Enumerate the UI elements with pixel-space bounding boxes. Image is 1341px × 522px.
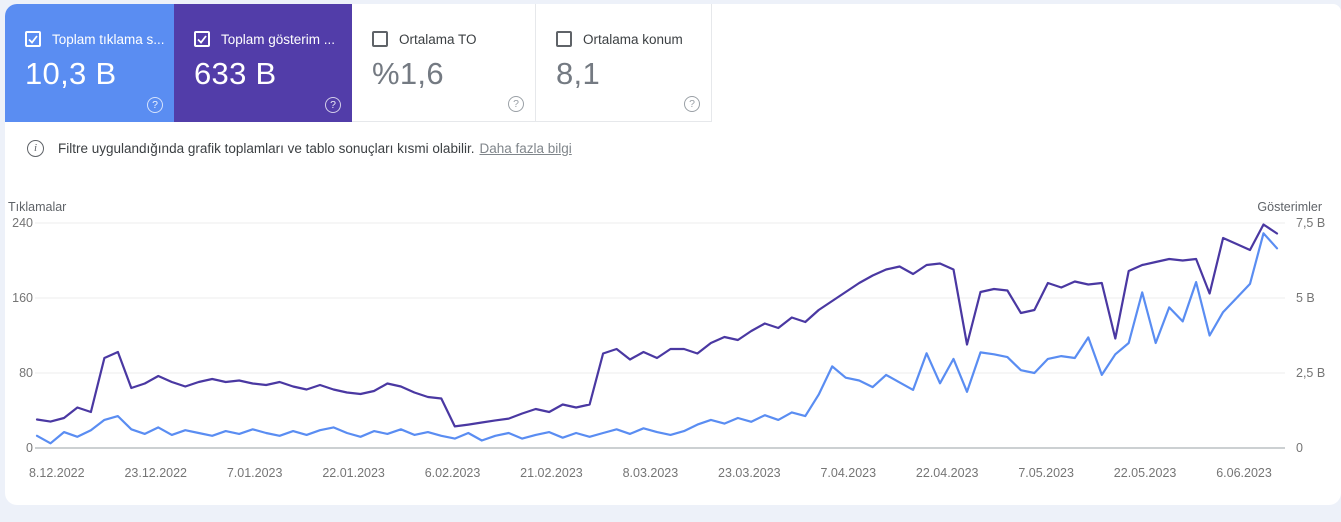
metric-card-total-impressions[interactable]: Toplam gösterim ... 633 B ?: [174, 4, 352, 122]
ctr-card-value: %1,6: [372, 56, 444, 91]
ctr-card-label: Ortalama TO: [399, 31, 477, 47]
metric-card-average-position[interactable]: Ortalama konum 8,1 ?: [536, 4, 712, 122]
impressions-help-icon[interactable]: ?: [325, 97, 341, 113]
clicks-help-icon[interactable]: ?: [147, 97, 163, 113]
position-checkbox[interactable]: [556, 31, 572, 47]
checkmark-icon: [197, 34, 207, 44]
metric-card-average-ctr[interactable]: Ortalama TO %1,6 ?: [352, 4, 536, 122]
card-header: Ortalama TO: [372, 31, 535, 47]
clicks-card-label: Toplam tıklama s...: [52, 31, 165, 47]
ctr-help-icon[interactable]: ?: [508, 96, 524, 112]
position-card-value: 8,1: [556, 56, 600, 91]
position-card-label: Ortalama konum: [583, 31, 683, 47]
metric-card-total-clicks[interactable]: Toplam tıklama s... 10,3 B ?: [5, 4, 174, 122]
info-icon: i: [27, 140, 44, 157]
impressions-card-value: 633 B: [194, 56, 277, 91]
ctr-checkbox[interactable]: [372, 31, 388, 47]
card-header: Toplam gösterim ...: [194, 31, 352, 47]
performance-panel: Toplam tıklama s... 10,3 B ? Toplam göst…: [5, 4, 1341, 505]
info-link-daha-fazla-bilgi[interactable]: Daha fazla bilgi: [479, 141, 572, 156]
checkmark-icon: [28, 34, 38, 44]
info-text: Filtre uygulandığında grafik toplamları …: [58, 141, 475, 156]
info-banner: i Filtre uygulandığında grafik toplamlar…: [5, 122, 1341, 157]
card-header: Toplam tıklama s...: [25, 31, 174, 47]
impressions-card-label: Toplam gösterim ...: [221, 31, 336, 47]
clicks-checkbox[interactable]: [25, 31, 41, 47]
position-help-icon[interactable]: ?: [684, 96, 700, 112]
metric-cards: Toplam tıklama s... 10,3 B ? Toplam göst…: [5, 4, 1341, 122]
card-header: Ortalama konum: [556, 31, 711, 47]
impressions-checkbox[interactable]: [194, 31, 210, 47]
clicks-card-value: 10,3 B: [25, 56, 117, 91]
